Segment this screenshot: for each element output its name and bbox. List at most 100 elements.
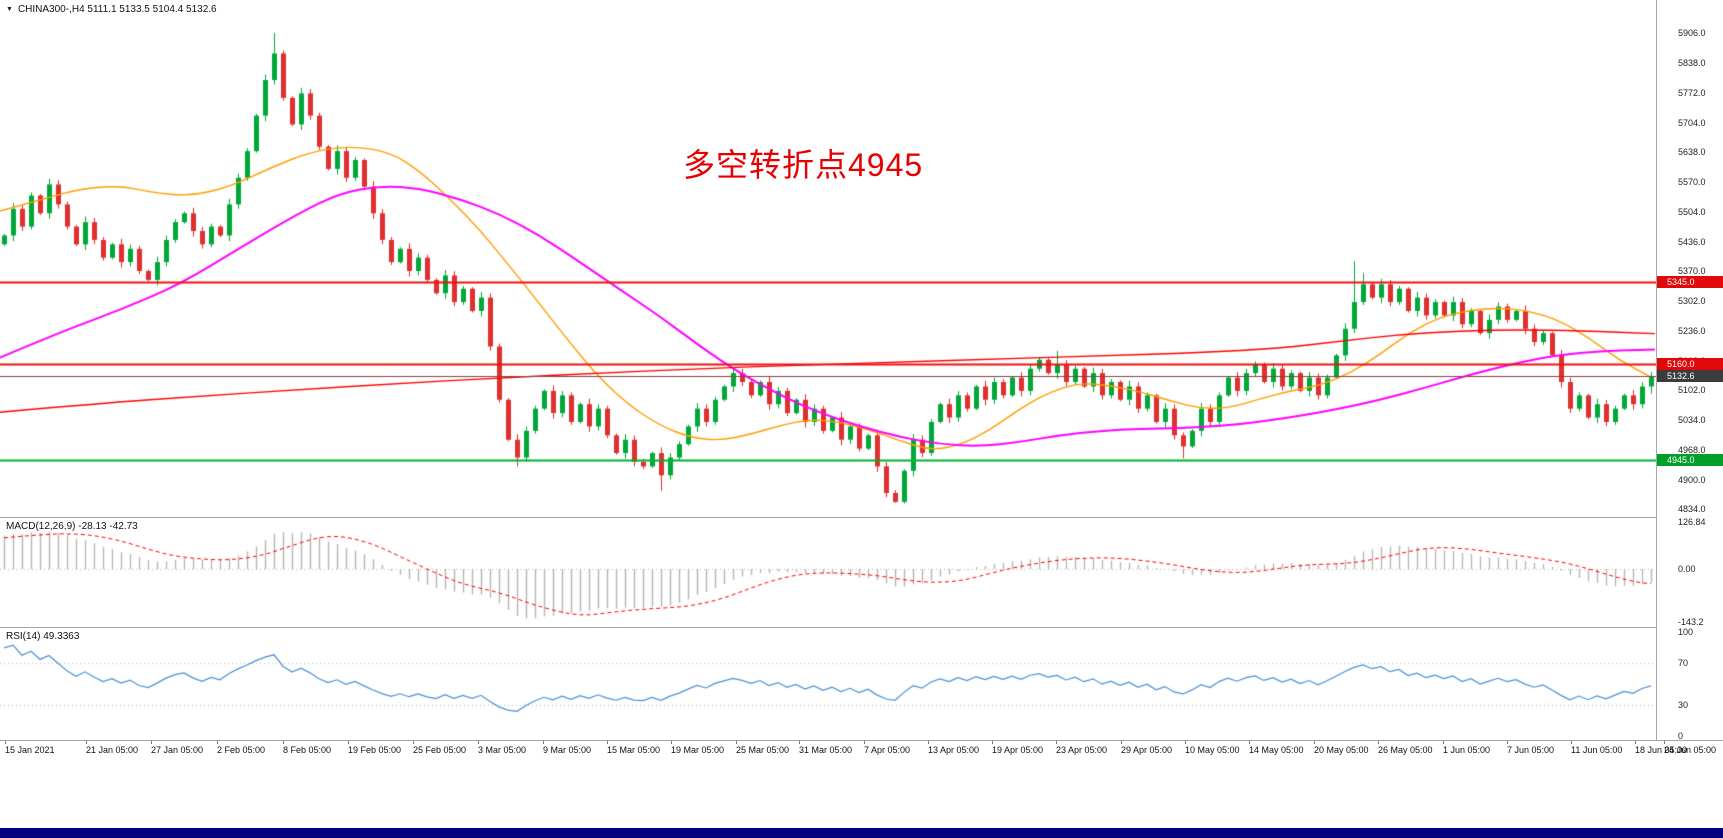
time-tick-mark [151, 741, 152, 744]
price-axis-label: 4834.0 [1678, 504, 1706, 514]
time-tick-mark [928, 741, 929, 744]
time-tick-mark [1507, 741, 1508, 744]
time-axis-label: 1 Jun 05:00 [1443, 745, 1491, 755]
macd-indicator-label: MACD(12,26,9) -28.13 -42.73 [6, 521, 138, 532]
time-tick-mark [348, 741, 349, 744]
macd-axis-label: 126.84 [1678, 517, 1706, 527]
time-tick-mark [5, 741, 6, 744]
time-tick-mark [478, 741, 479, 744]
panel-separator [0, 740, 1723, 741]
time-axis-label: 21 Jan 05:00 [86, 745, 139, 755]
time-tick-mark [736, 741, 737, 744]
time-axis-label: 19 Feb 05:00 [348, 745, 402, 755]
price-level-tag[interactable]: 5345.0 [1657, 276, 1723, 289]
price-axis-label: 5772.0 [1678, 87, 1706, 98]
rsi-axis-label: 0 [1678, 731, 1684, 741]
time-axis-label: 29 Apr 05:00 [1121, 745, 1173, 755]
time-axis-label: 19 Mar 05:00 [671, 745, 725, 755]
time-axis-label: 2 Feb 05:00 [217, 745, 266, 755]
time-axis-label: 11 Jun 05:00 [1571, 745, 1623, 755]
time-axis-label: 25 Feb 05:00 [413, 745, 467, 755]
macd-axis-label: -143.2 [1678, 617, 1704, 627]
price-level-tag[interactable]: 5160.0 [1657, 358, 1723, 371]
macd-label-name: MACD(12,26,9) [6, 521, 76, 532]
time-tick-mark [543, 741, 544, 744]
time-axis-label: 7 Jun 05:00 [1507, 745, 1555, 755]
price-axis-label: 5504.0 [1678, 206, 1706, 217]
price-scale[interactable]: 5906.0 5838.0 5772.0 5704.0 5638.0 5570.0 5504… [1657, 0, 1723, 741]
time-axis-label: 13 Apr 05:00 [928, 745, 980, 755]
time-tick-mark [1635, 741, 1636, 744]
price-axis-label: 5370.0 [1678, 266, 1706, 276]
rsi-axis-label: 100 [1678, 627, 1694, 637]
time-tick-mark [1185, 741, 1186, 744]
price-axis-label: 5236.0 [1678, 325, 1706, 336]
time-tick-mark [799, 741, 800, 744]
time-axis-label: 27 Jan 05:00 [151, 745, 204, 755]
price-axis-label: 5102.0 [1678, 385, 1706, 395]
time-tick-mark [671, 741, 672, 744]
rsi-indicator-label: RSI(14) 49.3363 [6, 631, 79, 642]
time-axis-label: 8 Feb 05:00 [283, 745, 332, 755]
price-scale-separator [1656, 0, 1657, 740]
time-axis[interactable]: 15 Jan 2021 21 Jan 05:00 27 Jan 05:00 2 Feb… [0, 741, 1723, 765]
time-tick-mark [864, 741, 865, 744]
time-axis-label: 25 Mar 05:00 [736, 745, 790, 755]
price-axis-label: 4968.0 [1678, 444, 1706, 455]
time-axis-label: 20 May 05:00 [1314, 745, 1369, 755]
time-tick-mark [1664, 741, 1665, 744]
rsi-indicator-panel[interactable] [0, 628, 1656, 740]
main-price-chart[interactable] [0, 0, 1656, 517]
time-tick-mark [1443, 741, 1444, 744]
macd-label-values: -28.13 -42.73 [78, 521, 138, 532]
time-axis-label: 26 May 05:00 [1378, 745, 1433, 755]
time-axis-label: 15 Jan 2021 [5, 745, 55, 755]
price-axis-label: 5302.0 [1678, 296, 1706, 307]
time-axis-label: 14 May 05:00 [1249, 745, 1304, 755]
rsi-axis-label: 30 [1678, 699, 1689, 710]
price-axis-label: 5034.0 [1678, 415, 1706, 426]
macd-axis-label: 0.00 [1678, 563, 1696, 574]
time-axis-label: 19 Apr 05:00 [992, 745, 1044, 755]
chart-marker-icon: ▼ [6, 5, 13, 13]
price-axis-label: 5436.0 [1678, 236, 1706, 247]
time-axis-label: 23 Apr 05:00 [1056, 745, 1108, 755]
time-tick-mark [413, 741, 414, 744]
price-level-tag[interactable]: 5132.6 [1657, 370, 1723, 383]
price-axis-label: 5906.0 [1678, 28, 1706, 38]
macd-indicator-panel[interactable] [0, 518, 1656, 626]
window-bottom-bar [0, 828, 1723, 838]
time-tick-mark [607, 741, 608, 744]
price-level-tag[interactable]: 4945.0 [1657, 453, 1723, 466]
time-tick-mark [992, 741, 993, 744]
price-axis-label: 5570.0 [1678, 177, 1706, 188]
time-tick-mark [1571, 741, 1572, 744]
panel-separator [0, 517, 1657, 518]
time-axis-label: 9 Mar 05:00 [543, 745, 592, 755]
time-tick-mark [1314, 741, 1315, 744]
symbol-ohlc-text: CHINA300-,H4 5111.1 5133.5 5104.4 5132.6 [17, 4, 217, 15]
rsi-label-value: 49.3363 [43, 631, 80, 642]
time-axis-label: 3 Mar 05:00 [478, 745, 527, 755]
time-tick-mark [283, 741, 284, 744]
time-tick-mark [1378, 741, 1379, 744]
panel-separator [0, 627, 1657, 628]
time-axis-label: 18 Jun 05:00 [1635, 745, 1688, 755]
price-axis-label: 5638.0 [1678, 147, 1706, 157]
time-axis-label: 15 Mar 05:00 [607, 745, 661, 755]
time-tick-mark [1249, 741, 1250, 744]
time-axis-label: 31 Mar 05:00 [799, 745, 853, 755]
time-tick-mark [217, 741, 218, 744]
time-tick-mark [1056, 741, 1057, 744]
price-axis-label: 4900.0 [1678, 474, 1706, 485]
time-tick-mark [86, 741, 87, 744]
rsi-axis-label: 70 [1678, 658, 1689, 669]
rsi-label-name: RSI(14) [6, 631, 41, 642]
time-axis-label: 24 Jun 05:00 [1664, 745, 1717, 755]
time-axis-label: 7 Apr 05:00 [864, 745, 911, 755]
chart-annotation-text: 多空转折点4945 [683, 147, 924, 183]
time-axis-label: 10 May 05:00 [1185, 745, 1240, 755]
symbol-header: ▼ CHINA300-,H4 5111.1 5133.5 5104.4 5132… [6, 4, 217, 15]
price-axis-label: 5704.0 [1678, 117, 1706, 128]
